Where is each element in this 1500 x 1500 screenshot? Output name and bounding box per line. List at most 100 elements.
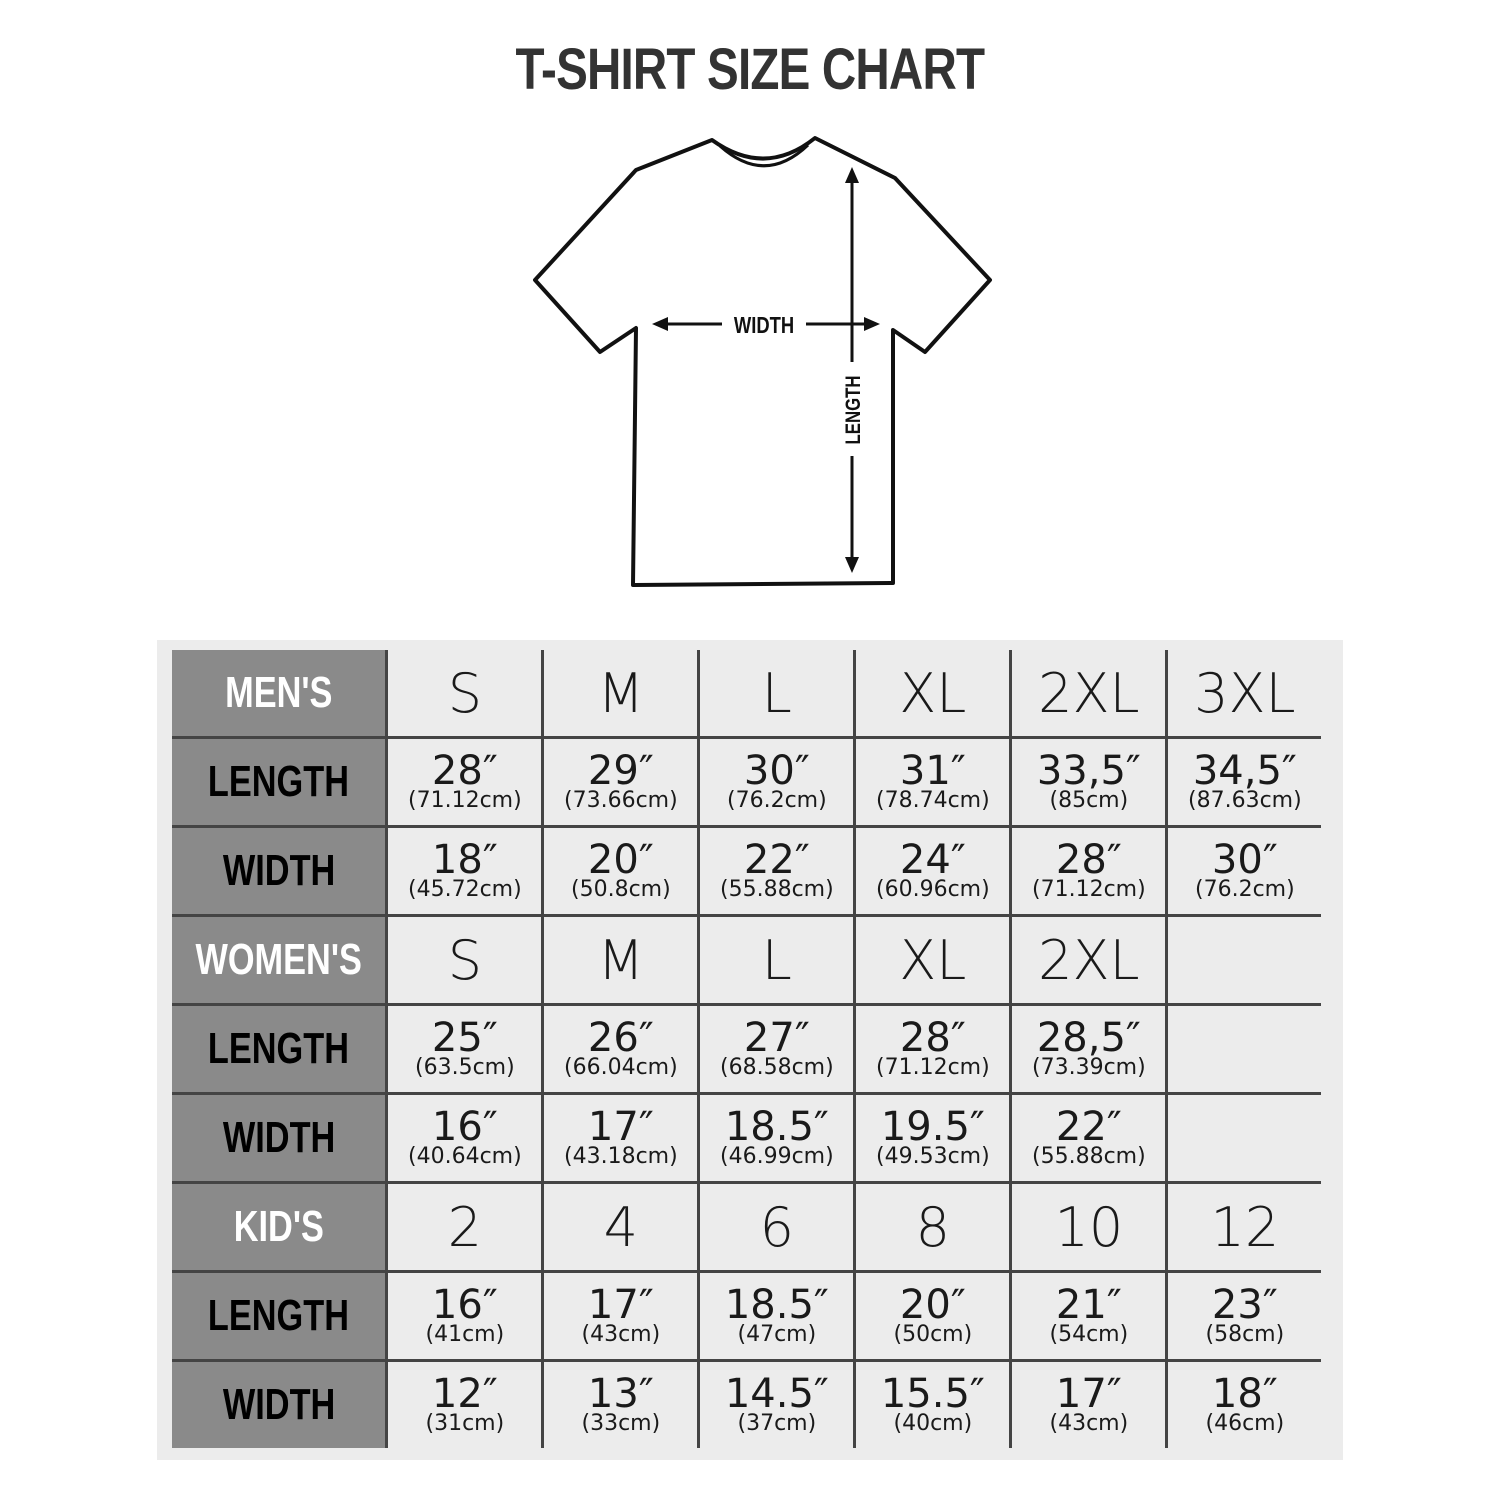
width-cell: 18″ (45.72cm)	[385, 825, 545, 917]
inches-value: 17″	[587, 1104, 654, 1150]
inches-value: 20″	[899, 1282, 966, 1328]
cm-value: (40.64cm)	[408, 1144, 522, 1169]
inches-value: 15.5″	[880, 1371, 985, 1417]
size-cell: M	[541, 650, 701, 739]
womens-length-header: LENGTH	[172, 1003, 389, 1095]
length-arrow	[845, 167, 859, 573]
cm-value: (45.72cm)	[408, 877, 522, 902]
cm-value: (43cm)	[581, 1322, 661, 1347]
cm-value: (50.8cm)	[571, 877, 671, 902]
kids-size-row: KID'S 2 4 6 8 10 12	[172, 1181, 1322, 1273]
inches-value: 30″	[743, 748, 810, 794]
width-cell: 19.5″ (49.53cm)	[853, 1092, 1013, 1184]
width-arrow	[652, 317, 880, 331]
size-label: L	[761, 928, 792, 992]
width-cell: 16″ (40.64cm)	[385, 1092, 545, 1184]
kids-length-header: LENGTH	[172, 1270, 389, 1362]
width-cell: 14.5″ (37cm)	[697, 1359, 857, 1448]
cm-value: (63.5cm)	[415, 1055, 515, 1080]
width-cell: 30″ (76.2cm)	[1165, 825, 1322, 917]
inches-value: 28,5″	[1036, 1015, 1141, 1061]
cm-value: (31cm)	[425, 1411, 505, 1436]
cm-value: (73.66cm)	[564, 788, 678, 813]
size-cell: 2	[385, 1181, 545, 1273]
inches-value: 28″	[899, 1015, 966, 1061]
size-cell: 4	[541, 1181, 701, 1273]
inches-value: 12″	[431, 1371, 498, 1417]
kids-width-row: WIDTH 12″ (31cm) 13″ (33cm) 14.5″ (37cm) 15.5″(…	[172, 1359, 1322, 1448]
mens-length-row: LENGTH 28″ (71.12cm) 29″ (73.66cm) 30″ (76.2cm…	[172, 736, 1322, 828]
length-cell: 28″ (71.12cm)	[385, 736, 545, 828]
length-cell: 29″ (73.66cm)	[541, 736, 701, 828]
dimension-label: LENGTH	[208, 757, 350, 806]
inches-value: 16″	[431, 1282, 498, 1328]
cm-value: (71.12cm)	[876, 1055, 990, 1080]
length-cell	[1165, 1003, 1322, 1095]
size-cell: 12	[1165, 1181, 1322, 1273]
page-title: T-SHIRT SIZE CHART	[515, 37, 986, 102]
cm-value: (55.88cm)	[720, 877, 834, 902]
inches-value: 23″	[1211, 1282, 1278, 1328]
cm-value: (50cm)	[893, 1322, 973, 1347]
cm-value: (55.88cm)	[1032, 1144, 1146, 1169]
length-cell: 25″ (63.5cm)	[385, 1003, 545, 1095]
inches-value: 17″	[1055, 1371, 1122, 1417]
width-cell: 28″ (71.12cm)	[1009, 825, 1169, 917]
width-cell: 13″ (33cm)	[541, 1359, 701, 1448]
womens-size-row: WOMEN'S S M L XL 2XL	[172, 914, 1322, 1006]
inches-value: 27″	[743, 1015, 810, 1061]
length-cell: 18.5″ (47cm)	[697, 1270, 857, 1362]
width-cell: 18″ (46cm)	[1165, 1359, 1322, 1448]
size-cell: S	[385, 914, 545, 1006]
section-label: MEN'S	[225, 668, 333, 717]
inches-value: 31″	[899, 748, 966, 794]
length-cell: 34,5″ (87.63cm)	[1165, 736, 1322, 828]
cm-value: (43cm)	[1049, 1411, 1129, 1436]
inches-value: 20″	[587, 837, 654, 883]
size-label: 12	[1210, 1195, 1280, 1259]
size-label: 3XL	[1194, 661, 1296, 725]
womens-length-row: LENGTH 25″ (63.5cm) 26″ (66.04cm) 27″ (68.58cm…	[172, 1003, 1322, 1095]
size-cell: XL	[853, 650, 1013, 739]
tshirt-collar	[719, 143, 810, 168]
womens-section-header: WOMEN'S	[172, 914, 389, 1006]
kids-length-row: LENGTH 16″ (41cm) 17″ (43cm) 18.5″ (47cm) 20″ (5…	[172, 1270, 1322, 1362]
width-cell: 18.5″ (46.99cm)	[697, 1092, 857, 1184]
cm-value: (33cm)	[581, 1411, 661, 1436]
inches-value: 22″	[1055, 1104, 1122, 1150]
width-cell: 12″ (31cm)	[385, 1359, 545, 1448]
width-cell: 24″ (60.96cm)	[853, 825, 1013, 917]
size-label: XL	[899, 928, 967, 992]
section-label: WOMEN'S	[195, 935, 362, 984]
size-cell: M	[541, 914, 701, 1006]
cm-value: (40cm)	[893, 1411, 973, 1436]
size-cell: 6	[697, 1181, 857, 1273]
size-cell: L	[697, 650, 857, 739]
size-label: M	[597, 661, 645, 725]
width-cell: 15.5″ (40cm)	[853, 1359, 1013, 1448]
mens-length-header: LENGTH	[172, 736, 389, 828]
mens-size-row: MEN'S S M L XL 2XL 3XL	[172, 650, 1322, 739]
inches-value: 18″	[1211, 1371, 1278, 1417]
size-cell	[1165, 914, 1322, 1006]
inches-value: 28″	[1055, 837, 1122, 883]
size-table: MEN'S S M L XL 2XL 3XL LENGTH 28″ (71.12cm) 29″ (73…	[172, 650, 1322, 1448]
size-cell: 2XL	[1009, 914, 1169, 1006]
size-label: XL	[899, 661, 967, 725]
size-label: 8	[915, 1195, 951, 1259]
kids-section-header: KID'S	[172, 1181, 389, 1273]
size-cell: XL	[853, 914, 1013, 1006]
inches-value: 29″	[587, 748, 654, 794]
tshirt-diagram: WIDTH LENGTH	[533, 136, 992, 587]
length-cell: 33,5″ (85cm)	[1009, 736, 1169, 828]
cm-value: (49.53cm)	[876, 1144, 990, 1169]
cm-value: (47cm)	[737, 1322, 817, 1347]
dimension-label: WIDTH	[222, 1380, 335, 1429]
length-cell: 20″ (50cm)	[853, 1270, 1013, 1362]
length-cell: 17″ (43cm)	[541, 1270, 701, 1362]
inches-value: 22″	[743, 837, 810, 883]
inches-value: 30″	[1211, 837, 1278, 883]
size-cell: 10	[1009, 1181, 1169, 1273]
cm-value: (60.96cm)	[876, 877, 990, 902]
inches-value: 14.5″	[724, 1371, 829, 1417]
